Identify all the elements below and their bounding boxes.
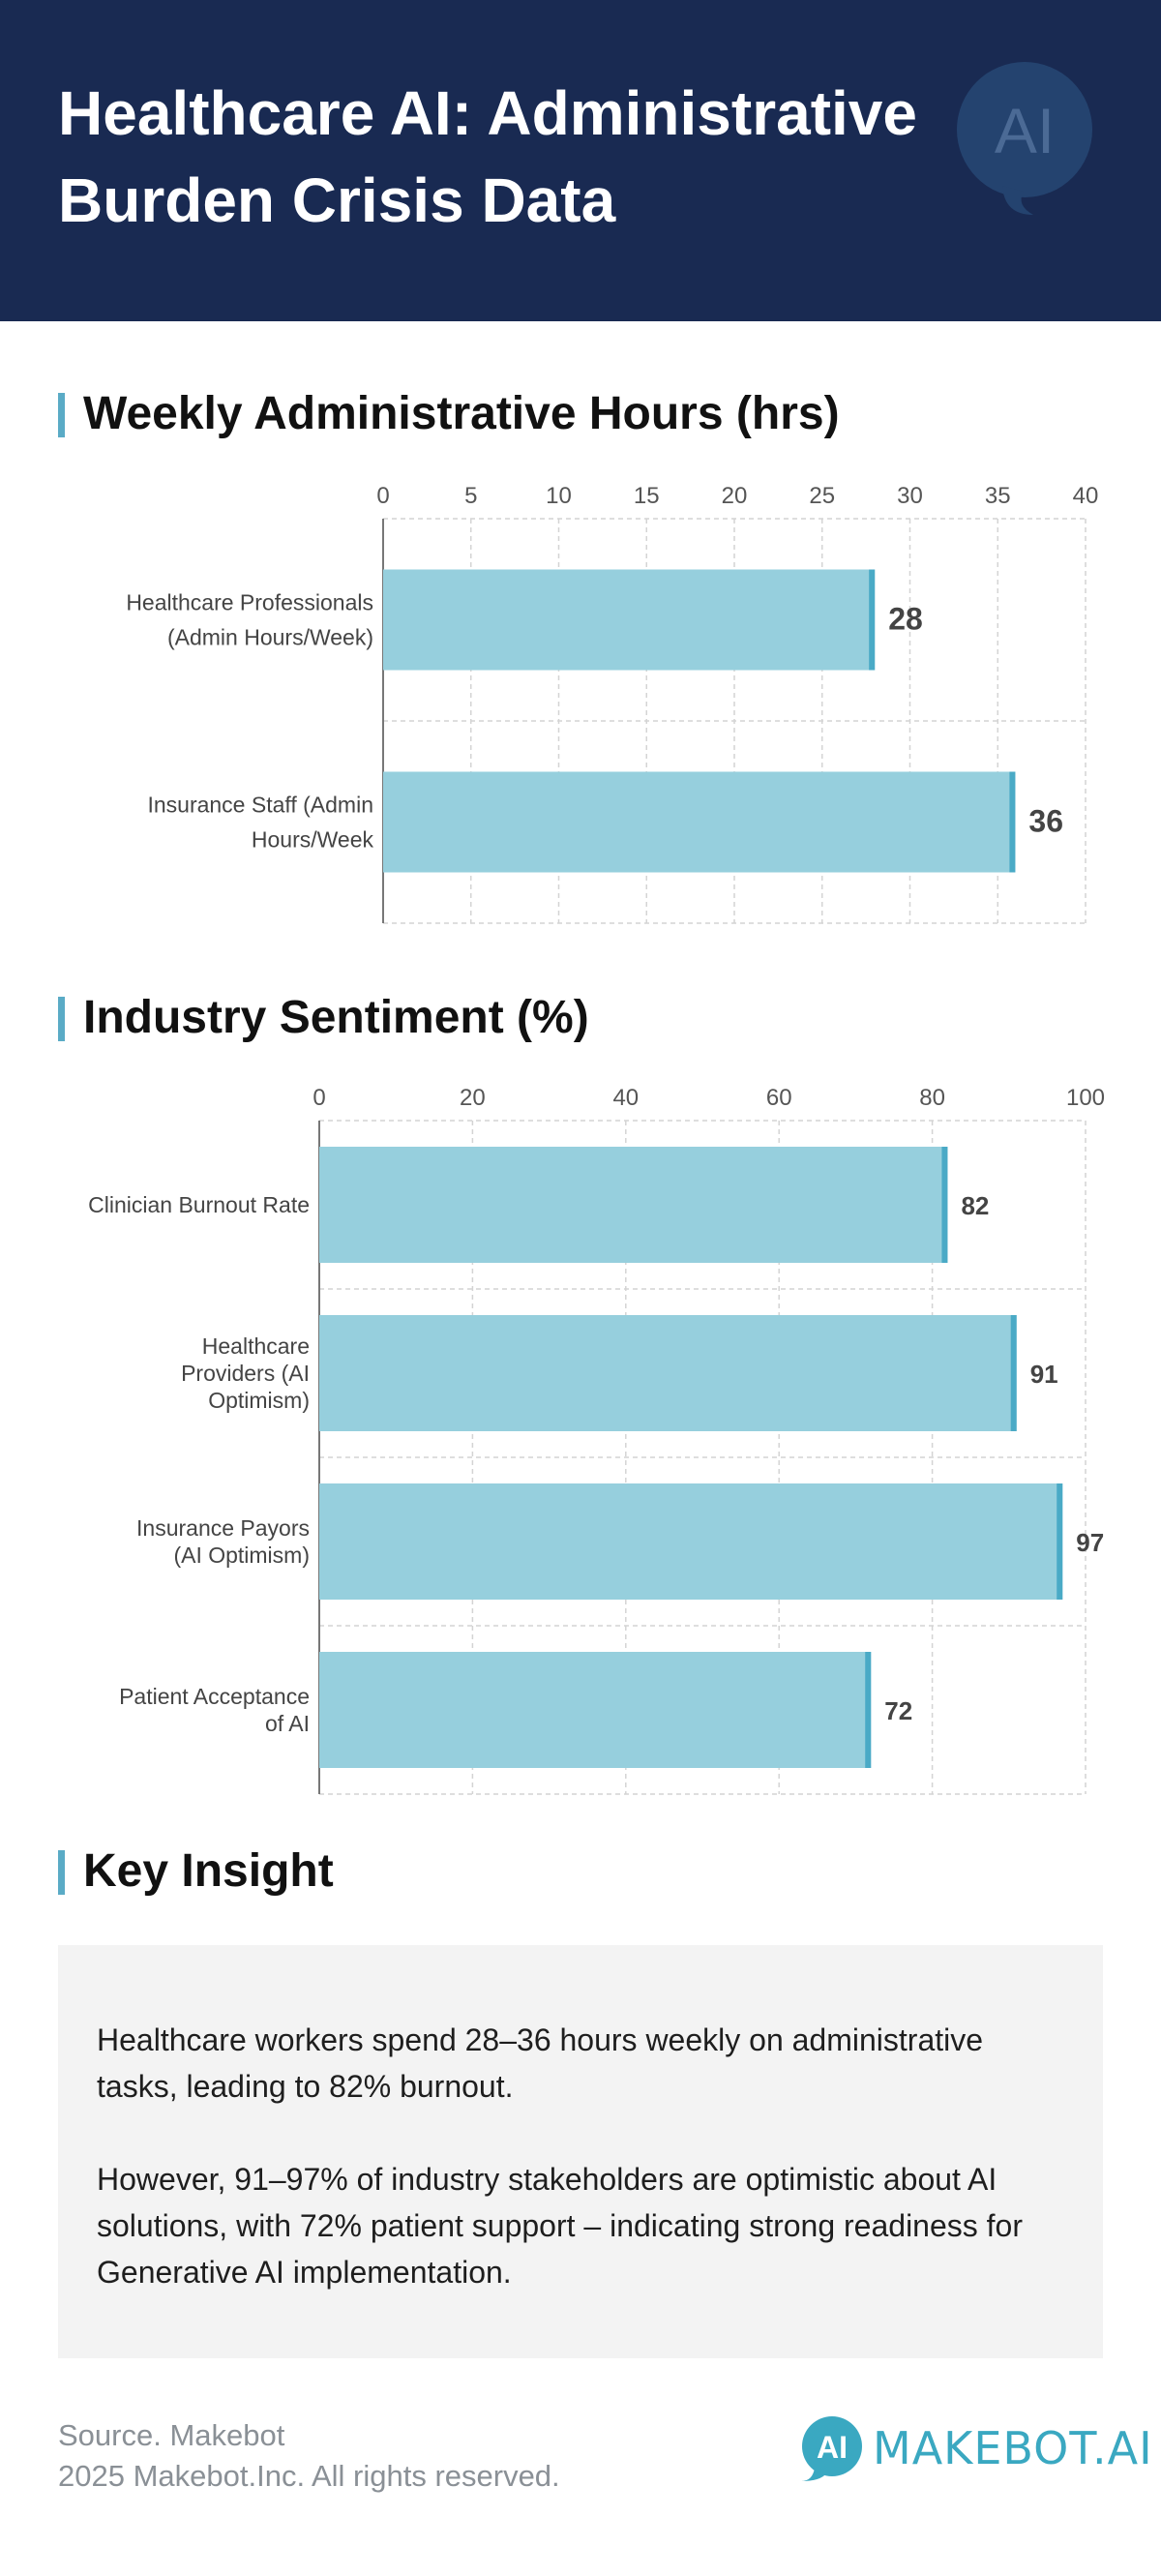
x-tick-label: 20: [460, 1085, 486, 1111]
ai-chat-bubble-icon: AI: [957, 62, 1092, 215]
x-tick-label: 0: [376, 483, 389, 509]
bar-value-label: 72: [884, 1696, 912, 1725]
bar-value-label: 36: [1028, 804, 1063, 839]
category-label: of AI: [265, 1711, 310, 1736]
hours-section-title-text: Weekly Administrative Hours (hrs): [83, 388, 840, 439]
bar: [383, 771, 1016, 873]
bar: [319, 1147, 948, 1263]
category-label: Optimism): [208, 1388, 310, 1413]
category-label: (Admin Hours/Week): [167, 625, 373, 650]
category-label: (AI Optimism): [173, 1543, 310, 1568]
bar: [319, 1483, 1063, 1600]
bar-edge: [1057, 1483, 1063, 1600]
footer-copyright: 2025 Makebot.Inc. All rights reserved.: [58, 2459, 560, 2493]
bar-value-label: 91: [1030, 1360, 1058, 1389]
makebot-logo-mark: AI: [817, 2430, 848, 2465]
x-tick-label: 25: [809, 483, 835, 509]
x-tick-label: 35: [985, 483, 1011, 509]
bar-value-label: 97: [1076, 1528, 1104, 1557]
bar-edge: [869, 569, 876, 671]
insight-paragraph-2: However, 91–97% of industry stakeholders…: [97, 2162, 1023, 2290]
bar-edge: [865, 1652, 872, 1768]
bar-edge: [941, 1147, 948, 1263]
ai-badge-text: AI: [995, 95, 1055, 166]
x-tick-label: 0: [313, 1085, 325, 1111]
category-label: Providers (AI: [181, 1361, 310, 1386]
insight-paragraph-1: Healthcare workers spend 28–36 hours wee…: [97, 2022, 984, 2104]
x-tick-label: 80: [919, 1085, 945, 1111]
x-tick-label: 40: [612, 1085, 639, 1111]
makebot-brand-logo: AI MAKEBOT.AI: [797, 2413, 1152, 2483]
section-accent-bar: [58, 997, 65, 1041]
footer-source: Source. Makebot: [58, 2418, 285, 2452]
category-label: Clinician Burnout Rate: [88, 1192, 310, 1217]
insight-section-title: Key Insight: [58, 1844, 334, 1899]
x-tick-label: 15: [634, 483, 660, 509]
bar: [319, 1315, 1017, 1431]
x-tick-label: 100: [1066, 1085, 1105, 1111]
makebot-logo-icon: AI: [801, 2416, 862, 2481]
bar-value-label: 28: [888, 602, 923, 637]
category-label: Healthcare Professionals: [126, 590, 373, 615]
category-label: Insurance Staff (Admin: [147, 793, 373, 818]
bar: [319, 1652, 872, 1768]
x-tick-label: 30: [897, 483, 923, 509]
bar-edge: [1009, 771, 1016, 873]
key-insight-box: Healthcare workers spend 28–36 hours wee…: [58, 1945, 1103, 2358]
sentiment-section-title-text: Industry Sentiment (%): [83, 992, 589, 1043]
makebot-brand-name: MAKEBOT.AI: [873, 2422, 1153, 2474]
section-accent-bar: [58, 1850, 65, 1895]
bar-value-label: 82: [961, 1191, 989, 1220]
category-label: Healthcare: [202, 1333, 310, 1359]
bar-edge: [1010, 1315, 1017, 1431]
x-tick-label: 5: [464, 483, 477, 509]
page-title: Healthcare AI: Administrative Burden Cri…: [58, 78, 917, 235]
x-tick-label: 20: [722, 483, 748, 509]
bar: [383, 569, 876, 671]
section-accent-bar: [58, 393, 65, 437]
weekly-admin-hours-chart: 0 5 10 15 20 25 30 35 40 28 Healthcare Professiona…: [126, 483, 1099, 924]
category-label: Hours/Week: [252, 827, 374, 853]
x-tick-label: 40: [1073, 483, 1099, 509]
industry-sentiment-chart: 0 20 40 60 80 100 82 Clinician Burnout Rate 91 He…: [88, 1085, 1105, 1795]
category-label: Insurance Payors: [136, 1515, 310, 1541]
sentiment-section-title: Industry Sentiment (%): [58, 991, 589, 1045]
x-tick-label: 10: [546, 483, 572, 509]
hours-section-title: Weekly Administrative Hours (hrs): [58, 387, 840, 441]
category-label: Patient Acceptance: [119, 1684, 310, 1709]
insight-section-title-text: Key Insight: [83, 1845, 334, 1897]
header-banner: Healthcare AI: Administrative Burden Cri…: [0, 0, 1161, 321]
x-tick-label: 60: [766, 1085, 792, 1111]
